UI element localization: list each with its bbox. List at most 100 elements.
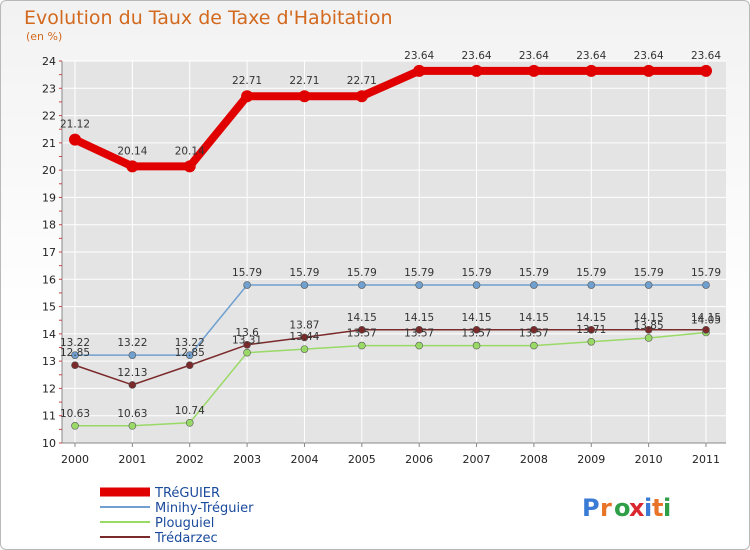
data-label: 23.64 [691, 50, 721, 62]
data-point[interactable] [71, 351, 79, 359]
data-point[interactable] [185, 351, 194, 359]
data-point[interactable] [241, 90, 254, 103]
legend-label: TRéGUIER [154, 486, 220, 501]
data-point[interactable] [527, 64, 540, 77]
data-point[interactable] [702, 281, 710, 289]
data-label: 20.14 [175, 145, 205, 157]
data-label: 13.22 [60, 337, 90, 349]
data-point[interactable] [472, 325, 481, 334]
data-point[interactable] [300, 333, 309, 342]
x-tick-label: 2010 [635, 453, 663, 466]
data-label: 13.57 [347, 328, 377, 340]
logo-letter: i [644, 494, 652, 522]
x-tick-label: 2011 [692, 453, 720, 466]
data-point[interactable] [644, 281, 653, 289]
data-label: 12.85 [60, 347, 90, 359]
data-label: 13.57 [404, 328, 434, 340]
data-label: 15.79 [462, 267, 492, 279]
data-label: 23.64 [462, 50, 492, 62]
data-label: 14.15 [347, 312, 377, 324]
data-point[interactable] [702, 325, 710, 334]
data-point[interactable] [355, 90, 368, 103]
data-point[interactable] [644, 325, 653, 334]
data-point[interactable] [128, 381, 137, 389]
data-point[interactable] [530, 325, 538, 334]
data-point[interactable] [587, 325, 596, 334]
data-point[interactable] [587, 337, 596, 346]
unit-label: (en %) [26, 30, 62, 43]
data-label: 13.71 [576, 324, 606, 336]
data-point[interactable] [585, 64, 598, 77]
data-point[interactable] [644, 334, 653, 342]
logo-letter: r [600, 494, 612, 522]
data-point[interactable] [183, 160, 196, 173]
data-point[interactable] [128, 422, 137, 430]
data-label: 15.79 [347, 267, 377, 279]
data-point[interactable] [415, 341, 423, 350]
data-label: 22.71 [232, 75, 262, 87]
data-label: 14.05 [691, 314, 721, 326]
data-label: 13.85 [634, 320, 664, 332]
data-point[interactable] [642, 64, 655, 77]
data-label: 14.15 [576, 312, 606, 324]
data-point[interactable] [358, 281, 366, 289]
data-label: 23.64 [519, 50, 549, 62]
data-label: 15.79 [289, 267, 319, 279]
data-point[interactable] [128, 351, 137, 359]
data-point[interactable] [71, 361, 79, 370]
data-point[interactable] [530, 341, 538, 350]
data-point[interactable] [472, 341, 481, 350]
y-tick-label: 13 [42, 355, 56, 368]
data-label: 15.79 [576, 267, 606, 279]
data-point[interactable] [530, 281, 538, 289]
data-label: 15.79 [634, 267, 664, 279]
data-point[interactable] [413, 64, 426, 77]
data-point[interactable] [185, 361, 194, 370]
data-point[interactable] [300, 345, 309, 353]
data-point[interactable] [243, 340, 251, 349]
data-point[interactable] [185, 419, 194, 427]
data-point[interactable] [470, 64, 483, 77]
logo-letter: i [663, 494, 671, 522]
data-label: 14.15 [634, 312, 664, 324]
x-tick-label: 2004 [290, 453, 318, 466]
y-tick-label: 11 [42, 410, 56, 423]
logo-letter: o [614, 494, 631, 522]
data-point[interactable] [300, 281, 309, 289]
data-point[interactable] [298, 90, 311, 103]
data-point[interactable] [243, 281, 251, 289]
data-label: 22.71 [289, 75, 319, 87]
data-label: 13.31 [232, 335, 262, 347]
data-label: 23.64 [634, 50, 664, 62]
data-point[interactable] [415, 281, 423, 289]
x-tick-label: 2008 [520, 453, 548, 466]
data-point[interactable] [472, 281, 481, 289]
data-point[interactable] [243, 348, 251, 357]
x-tick-label: 2007 [463, 453, 491, 466]
data-label: 13.22 [117, 337, 147, 349]
y-tick-label: 22 [42, 110, 56, 123]
data-point[interactable] [415, 325, 423, 334]
y-tick-label: 10 [42, 437, 56, 450]
data-label: 23.64 [404, 50, 434, 62]
data-point[interactable] [587, 281, 596, 289]
data-point[interactable] [69, 133, 81, 146]
logo-letter: x [629, 494, 645, 522]
data-label: 15.79 [519, 267, 549, 279]
data-point[interactable] [358, 325, 366, 334]
data-point[interactable] [700, 64, 712, 77]
logo-letter: P [582, 494, 600, 522]
y-tick-label: 18 [42, 219, 56, 232]
data-label: 13.44 [289, 331, 319, 343]
x-tick-label: 2005 [348, 453, 376, 466]
chart-title: Evolution du Taux de Taxe d'Habitation [24, 7, 393, 29]
data-point[interactable] [358, 341, 366, 350]
series-line-1 [71, 66, 710, 171]
y-tick-label: 20 [42, 164, 56, 177]
data-label: 15.79 [404, 267, 434, 279]
x-tick-label: 2001 [118, 453, 146, 466]
data-label: 23.64 [576, 50, 606, 62]
data-point[interactable] [71, 422, 79, 430]
data-point[interactable] [126, 160, 139, 173]
